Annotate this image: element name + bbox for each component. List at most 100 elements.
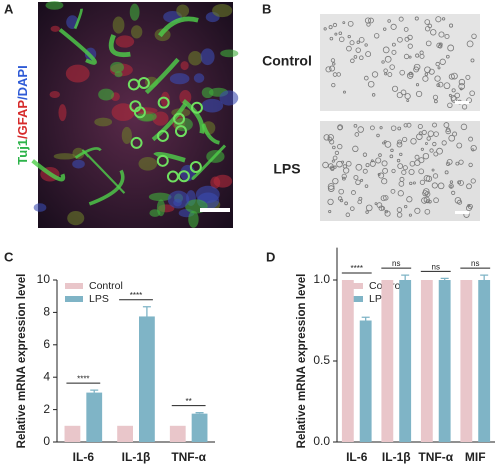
cell [371,71,379,78]
neurite [182,98,205,134]
y-tick-label: 0.0 [313,434,330,448]
cell [390,125,397,131]
stain-label: Tuj1/GFAP/DAPI [15,65,30,164]
cell [415,83,420,87]
cell [327,185,335,192]
cell [437,81,444,88]
cell [325,66,332,73]
cell [406,196,413,203]
cell [458,159,464,165]
cell [451,88,456,93]
x-tick-label: TNF-α [418,450,453,464]
cell [50,25,60,32]
cell [367,80,375,88]
cell [374,33,380,39]
cell [384,55,392,63]
cell [391,168,396,174]
cell [445,161,451,166]
cell [387,19,391,23]
cell [357,126,364,133]
cell [409,181,413,186]
cell [360,178,364,182]
cell [329,139,335,145]
cell [353,175,359,181]
cell [409,160,416,167]
cell [391,42,396,47]
panel-label: B [262,1,271,16]
cell [402,165,408,171]
error-bar [142,306,151,317]
cell [381,160,388,167]
cell [328,209,332,214]
cell [342,176,346,181]
legend-label: LPS [89,293,109,305]
cell [397,139,403,145]
cell [332,22,338,28]
cell [441,140,447,146]
cell [470,178,476,184]
cell [401,169,407,175]
cell [419,50,424,55]
cell [152,111,169,126]
cell [397,190,404,197]
cell [445,54,450,59]
cell [425,26,431,32]
cell [431,182,438,189]
cell [376,133,380,138]
cell [426,136,431,141]
cell [450,96,458,103]
cell [402,136,408,143]
cell [415,53,420,58]
cell-body [174,125,187,138]
cell [371,93,376,97]
cell [349,206,355,211]
cell-body [177,170,190,183]
cell [129,3,140,21]
cell [466,183,472,190]
bar [420,280,433,442]
cell [329,165,335,171]
error-bar [361,316,370,321]
cell [355,163,363,171]
cell [365,51,372,58]
cell [396,92,403,99]
cell [437,66,441,70]
neurite [151,102,188,142]
cell [449,184,453,188]
cell [383,68,388,73]
cell [432,173,439,179]
cell [375,157,382,164]
cell [213,174,233,188]
cell-body [156,129,169,142]
cell [390,148,394,153]
cell [331,159,335,163]
x-tick-label: IL-1β [382,450,411,464]
cell [355,179,361,186]
legend-swatch [65,296,83,302]
cell [65,64,90,83]
panel-label: A [4,1,14,16]
cell [337,143,343,150]
significance-label: ns [471,259,479,268]
y-tick-label: 0 [43,434,50,448]
cell [397,163,404,169]
cell [378,205,385,211]
cell [455,161,460,166]
scale-bar [200,208,230,212]
cell [354,132,360,137]
bar [341,280,354,442]
cell [448,183,454,189]
cell [345,212,351,217]
cell [466,40,474,48]
cell [323,134,330,141]
cell [448,93,452,97]
cell [420,147,424,151]
cell [431,168,435,172]
cell [413,66,420,73]
significance-label: **** [130,291,142,300]
cell [45,0,64,10]
cell [356,40,360,44]
cell [425,40,432,47]
cell [332,155,338,161]
neurite [81,149,126,194]
